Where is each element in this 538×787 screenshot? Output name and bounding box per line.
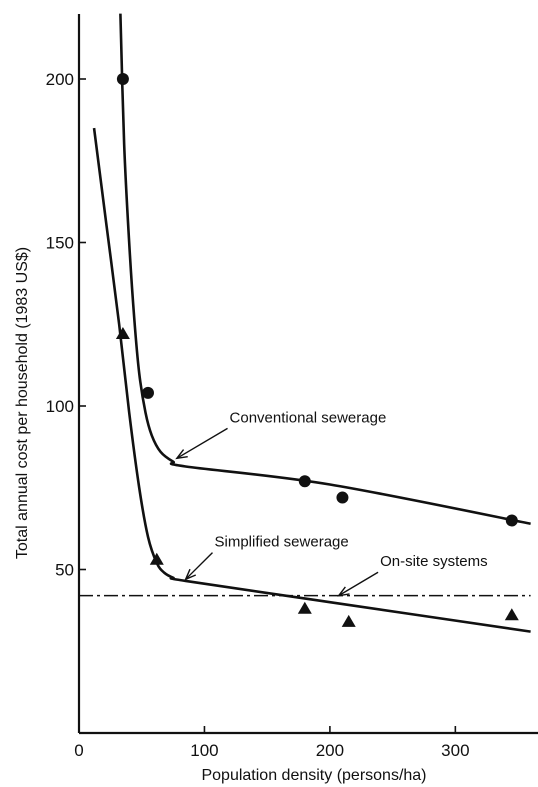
y-tick-label: 50 xyxy=(55,561,74,580)
conventional-sewerage-line xyxy=(119,13,531,525)
conventional-sewerage-point xyxy=(116,73,129,85)
simplified-sewerage-point xyxy=(115,327,130,340)
conventional-sewerage-arrow xyxy=(176,427,228,459)
x-tick-label: 0 xyxy=(74,741,83,760)
conventional-sewerage-arrowhead xyxy=(175,449,188,460)
x-tick-label: 200 xyxy=(316,741,344,760)
y-tick-label: 150 xyxy=(46,234,74,253)
y-axis-title: Total annual cost per household (1983 US… xyxy=(14,247,31,559)
simplified-sewerage-point xyxy=(297,601,312,614)
conventional-sewerage-point xyxy=(298,475,311,488)
simplified-sewerage-arrowhead xyxy=(184,568,197,581)
simplified-sewerage-point xyxy=(341,614,356,627)
y-tick-label: 200 xyxy=(46,70,74,89)
simplified-sewerage-annotation: Simplified sewerage xyxy=(214,534,348,551)
series-markers xyxy=(115,73,519,627)
simplified-sewerage-arrow xyxy=(185,552,213,580)
conventional-sewerage-point xyxy=(141,386,154,399)
on-site-systems-arrowhead xyxy=(337,586,350,597)
tick-group: 0 100 200 300 50 100 150 200 xyxy=(46,70,470,760)
on-site-systems-annotation: On-site systems xyxy=(380,553,488,570)
annotations: Conventional sewerage Simplified sewerage… xyxy=(175,409,488,597)
x-axis-title: Population density (persons/ha) xyxy=(201,767,426,784)
axes: 0 100 200 300 50 100 150 200 xyxy=(46,14,538,760)
simplified-sewerage-point xyxy=(504,608,519,621)
y-tick-label: 100 xyxy=(46,397,74,416)
x-tick-label: 300 xyxy=(441,741,469,760)
conventional-sewerage-point xyxy=(336,491,349,504)
on-site-systems-arrow xyxy=(338,571,379,597)
conventional-sewerage-point xyxy=(505,514,518,527)
simplified-sewerage-point xyxy=(149,552,164,565)
conventional-sewerage-annotation: Conventional sewerage xyxy=(230,409,387,426)
x-tick-label: 100 xyxy=(190,741,218,760)
